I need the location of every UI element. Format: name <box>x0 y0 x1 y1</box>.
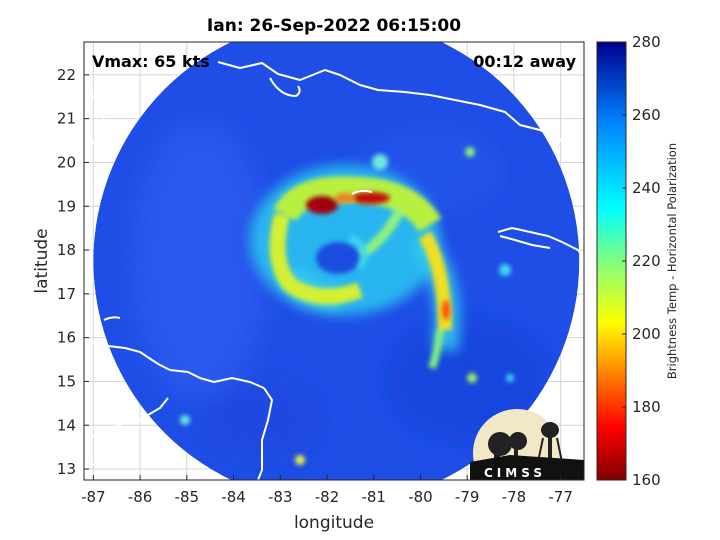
x-tick-label: -86 <box>128 488 153 506</box>
x-tick-label: -84 <box>221 488 246 506</box>
colorbar-label: Brightness Temp - Horizontal Polarizatio… <box>665 143 679 379</box>
colorbar <box>596 41 627 481</box>
x-tick-label: -83 <box>268 488 293 506</box>
x-tick-label: -77 <box>548 488 573 506</box>
x-tick-label: -79 <box>455 488 480 506</box>
y-tick-label: 19 <box>57 197 76 215</box>
y-tick-label: 20 <box>57 153 76 171</box>
x-tick-label: -85 <box>175 488 200 506</box>
x-tick-label: -78 <box>502 488 527 506</box>
x-axis: -87 -86 -85 -84 -83 -82 -81 -80 -79 -78 -77 <box>81 475 573 506</box>
colorbar-tick-label: 280 <box>632 33 661 51</box>
x-tick-label: -82 <box>315 488 340 506</box>
axes-frame <box>83 41 585 481</box>
y-tick-label: 16 <box>57 329 76 347</box>
x-tick-label: -81 <box>361 488 386 506</box>
colorbar-tick-label: 220 <box>632 252 661 270</box>
colorbar-tick-label: 260 <box>632 106 661 124</box>
chart-title: Ian: 26-Sep-2022 06:15:00 <box>207 16 461 36</box>
colorbar-tick-label: 200 <box>632 325 661 343</box>
y-tick-label: 21 <box>57 110 76 128</box>
y-tick-label: 17 <box>57 285 76 303</box>
colorbar-tick-label: 240 <box>632 179 661 197</box>
logo-text: CIMSS <box>484 466 546 480</box>
x-axis-label: longitude <box>294 513 374 533</box>
y-tick-label: 13 <box>57 460 76 478</box>
y-axis-label: latitude <box>32 228 52 293</box>
x-tick-label: -87 <box>81 488 106 506</box>
y-tick-label: 15 <box>57 372 76 390</box>
vmax-annotation: Vmax: 65 kts <box>92 52 210 71</box>
colorbar-tick-label: 180 <box>632 398 661 416</box>
y-tick-label: 18 <box>57 241 76 259</box>
colorbar-tick-label: 160 <box>632 471 661 489</box>
y-axis: 13 14 15 16 17 18 19 20 21 22 <box>57 66 89 478</box>
colorbar-ticks: 160 180 200 220 240 260 280 <box>622 33 661 489</box>
y-tick-label: 14 <box>57 416 76 434</box>
cimss-logo: CIMSS <box>470 409 584 480</box>
coastlines <box>84 61 584 480</box>
x-tick-label: -80 <box>408 488 433 506</box>
y-tick-label: 22 <box>57 66 76 84</box>
time-away-annotation: 00:12 away <box>473 52 576 71</box>
